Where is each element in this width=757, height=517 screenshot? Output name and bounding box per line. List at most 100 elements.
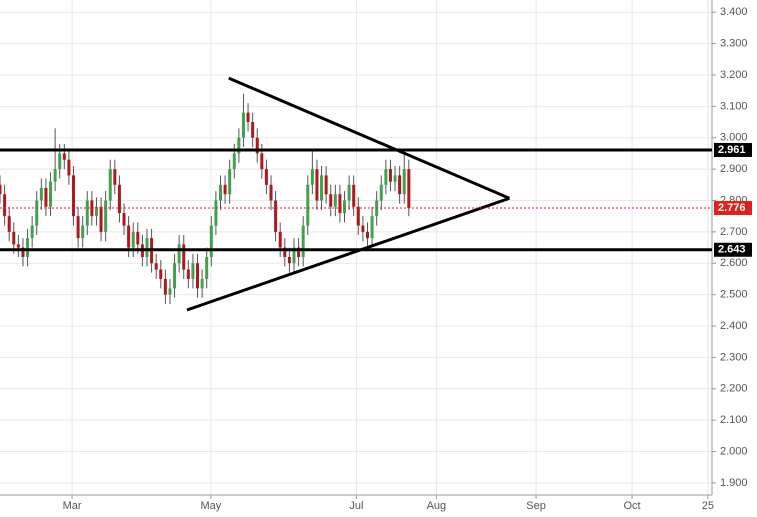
candle-body <box>49 181 53 207</box>
candle-body <box>71 175 75 217</box>
candle-body <box>127 225 131 248</box>
x-tick-label: Sep <box>526 500 546 512</box>
candle-body <box>44 187 48 207</box>
candle-body <box>320 175 324 201</box>
candle-body <box>343 200 347 214</box>
candle-body <box>223 184 227 195</box>
candle-body <box>241 112 245 138</box>
candle-body <box>26 238 30 257</box>
y-tick-label: 2.200 <box>720 383 748 395</box>
candle-body <box>159 269 163 279</box>
candle-body <box>154 263 158 270</box>
candle-body <box>292 247 296 264</box>
candle-body <box>0 184 2 195</box>
candle-body <box>117 184 121 214</box>
level-label-box <box>714 201 752 216</box>
y-tick-label: 3.400 <box>720 6 748 18</box>
candle-body <box>338 194 342 214</box>
candle-body <box>407 169 411 209</box>
candle-body <box>388 169 392 182</box>
y-tick-label: 3.300 <box>720 37 748 49</box>
x-tick-label: Jul <box>349 500 363 512</box>
candle-body <box>232 153 236 170</box>
candle-body <box>7 216 11 232</box>
candle-body <box>269 184 273 201</box>
y-tick-label: 2.500 <box>720 289 748 301</box>
y-tick-label: 1.900 <box>720 477 748 489</box>
candle-body <box>12 231 16 245</box>
candle-body <box>145 238 149 257</box>
candle-body <box>99 206 103 232</box>
y-tick-label: 2.000 <box>720 445 748 457</box>
candle-body <box>168 288 172 295</box>
candle-body <box>67 159 71 176</box>
candle-body <box>53 169 57 182</box>
candle-body <box>81 225 85 239</box>
candle-body <box>264 169 268 185</box>
candle-body <box>329 194 333 207</box>
candle-body <box>39 187 43 201</box>
y-tick-label: 2.700 <box>720 226 748 238</box>
candle-body <box>315 169 319 201</box>
candle-body <box>379 184 383 201</box>
trend-line <box>228 76 511 200</box>
y-tick-label: 2.600 <box>720 257 748 269</box>
candle-body <box>237 137 241 154</box>
candle-body <box>251 122 255 138</box>
candle-body <box>333 194 337 207</box>
y-tick-label: 2.300 <box>720 351 748 363</box>
x-tick-label: 25 <box>702 500 714 512</box>
candle-body <box>283 247 287 257</box>
candle-body <box>3 194 7 217</box>
candle-body <box>246 112 250 123</box>
candle-body <box>260 153 264 170</box>
candle-body <box>214 200 218 226</box>
candle-body <box>398 175 402 195</box>
candle-body <box>173 263 177 289</box>
candle-body <box>196 263 200 289</box>
candle-body <box>186 269 190 279</box>
candle-body <box>113 169 117 185</box>
candle-body <box>361 225 365 232</box>
candle-body <box>200 278 204 289</box>
candle-body <box>301 225 305 257</box>
candle-body <box>136 231 140 245</box>
y-tick-label: 3.200 <box>720 69 748 81</box>
level-label-box <box>714 142 752 157</box>
candle-body <box>16 244 20 248</box>
candle-body <box>228 169 232 195</box>
candle-body <box>191 263 195 279</box>
candle-body <box>76 216 80 239</box>
candle-body <box>177 244 181 264</box>
candle-body <box>104 200 108 232</box>
x-tick-label: Mar <box>63 500 82 512</box>
candle-body <box>209 225 213 257</box>
candle-body <box>306 184 310 226</box>
candle-body <box>182 244 186 270</box>
y-tick-label: 2.900 <box>720 163 748 175</box>
candle-body <box>347 184 351 201</box>
candle-body <box>163 278 167 295</box>
x-tick-label: Oct <box>624 500 641 512</box>
candle-body <box>278 231 282 248</box>
candle-body <box>218 184 222 201</box>
candle-body <box>90 200 94 217</box>
candle-body <box>94 206 98 217</box>
candle-body <box>370 216 374 239</box>
candle-body <box>255 137 259 154</box>
candle-body <box>85 200 89 226</box>
candle-body <box>35 200 39 226</box>
candle-body <box>402 169 406 195</box>
y-tick-label: 2.400 <box>720 320 748 332</box>
y-tick-label: 2.100 <box>720 414 748 426</box>
candle-body <box>21 247 25 257</box>
candle-body <box>310 169 314 185</box>
candle-body <box>324 175 328 195</box>
candle-body <box>297 247 301 257</box>
candle-body <box>274 200 278 232</box>
y-tick-label: 3.100 <box>720 100 748 112</box>
candle-body <box>122 213 126 226</box>
candle-body <box>384 169 388 185</box>
trend-line <box>186 196 510 312</box>
